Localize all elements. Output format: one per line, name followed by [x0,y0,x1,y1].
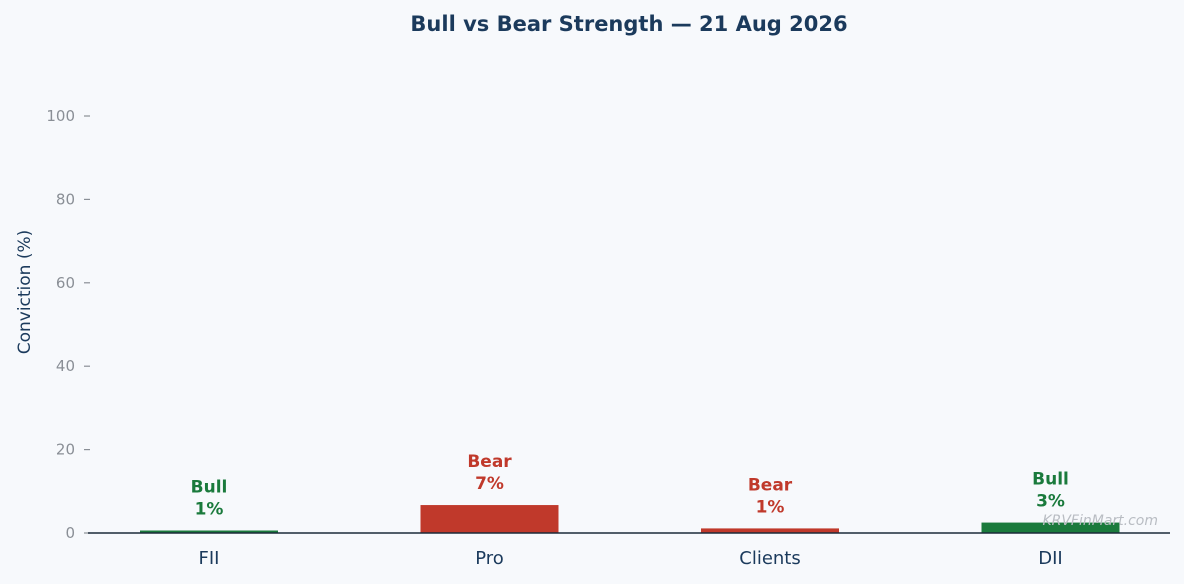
watermark: KRVFinMart.com [1042,513,1158,529]
y-tick-label: 60 [56,274,75,292]
x-tick-label: DII [1038,548,1062,569]
data-label-pct: 1% [195,499,224,519]
chart-title: Bull vs Bear Strength — 21 Aug 2026 [410,12,847,36]
y-tick-label: 0 [65,524,75,542]
y-tick-label: 80 [56,190,75,208]
data-label-pct: 7% [475,474,504,494]
bar-dii [981,522,1120,533]
x-tick-label: FII [199,548,220,569]
data-label-stance: Bull [1032,470,1069,490]
y-axis-label: Conviction (%) [15,230,35,355]
x-axis: FII Pro Clients DII [88,532,1170,569]
y-axis: 0 20 40 60 80 100 [46,107,90,542]
data-label-stance: Bear [467,452,512,472]
x-tick-label: Pro [475,548,504,569]
bar-pro [420,505,559,533]
bar-clients [701,528,839,533]
data-label-pct: 3% [1036,492,1065,512]
y-tick-label: 100 [46,107,75,125]
bars [140,505,1120,533]
data-label-stance: Bear [748,475,793,495]
bar-fii [140,530,278,533]
x-tick-label: Clients [739,548,801,569]
data-label-pct: 1% [756,497,785,517]
y-tick-label: 40 [56,357,75,375]
y-tick-label: 20 [56,441,75,459]
data-label-stance: Bull [191,477,228,497]
